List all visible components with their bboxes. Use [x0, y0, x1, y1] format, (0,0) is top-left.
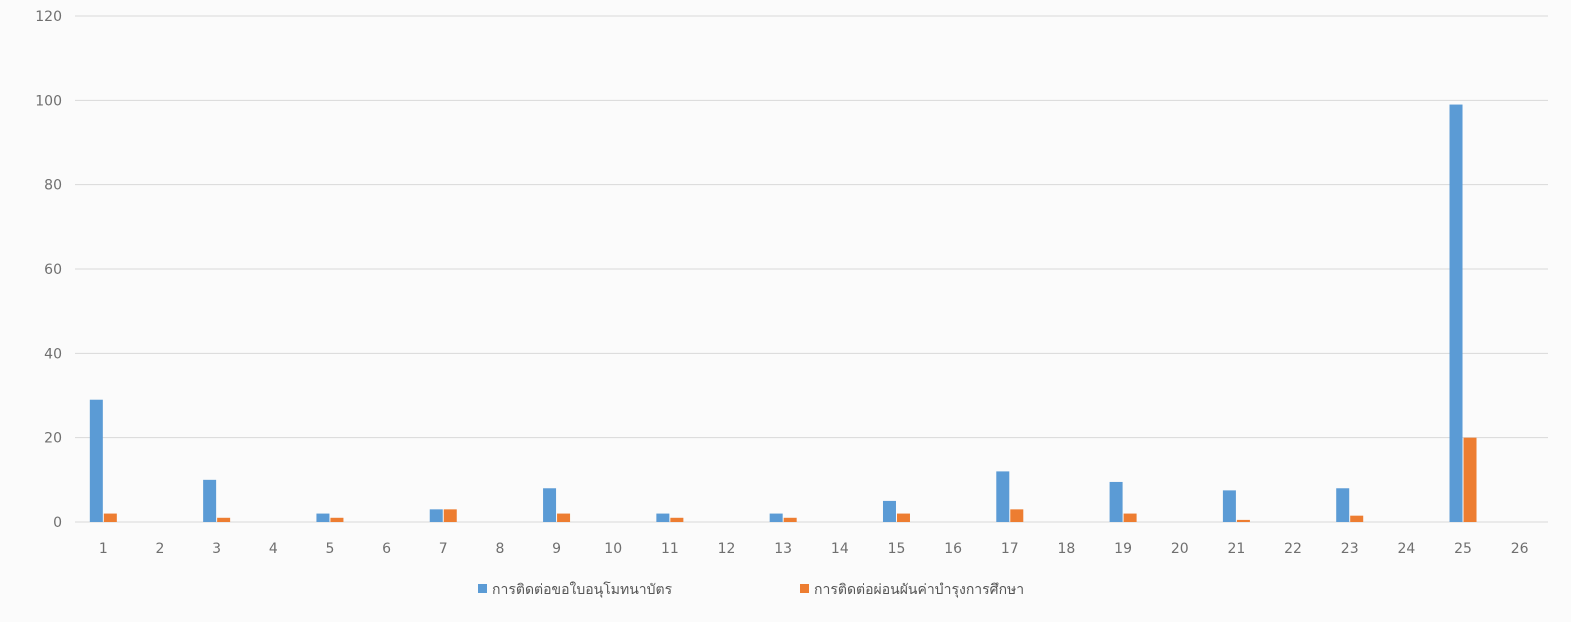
bar-series1-9 [543, 488, 557, 522]
bar-series2-15 [896, 513, 910, 522]
bar-series1-13 [769, 513, 783, 522]
bar-series1-7 [429, 509, 443, 522]
bar-series2-21 [1236, 519, 1250, 522]
x-tick-label: 11 [661, 541, 679, 557]
bar-series1-11 [656, 513, 670, 522]
bar-series1-25 [1449, 104, 1463, 523]
bar-series2-11 [670, 517, 684, 522]
bar-series2-17 [1010, 509, 1024, 522]
bar-series2-9 [557, 513, 571, 522]
bar-series2-23 [1350, 515, 1364, 522]
x-tick-label: 7 [439, 541, 448, 557]
x-tick-label: 9 [552, 541, 561, 557]
legend-label: การติดต่อขอใบอนุโมทนาบัตร [492, 581, 673, 598]
x-tick-label: 24 [1397, 541, 1415, 557]
y-tick-label: 60 [44, 262, 62, 278]
legend-swatch [478, 584, 487, 593]
bar-series1-19 [1109, 481, 1123, 522]
x-tick-label: 17 [1001, 541, 1019, 557]
bar-series1-15 [882, 500, 896, 522]
x-tick-label: 6 [382, 541, 391, 557]
bar-series1-21 [1222, 490, 1236, 522]
y-axis-ticks: 0 20 40 60 80 100 120 [35, 9, 62, 531]
bar-series1-1 [89, 399, 103, 522]
bar-series1-3 [203, 479, 217, 522]
x-tick-label: 8 [495, 541, 504, 557]
x-tick-label: 5 [325, 541, 334, 557]
x-tick-label: 10 [604, 541, 622, 557]
bar-series1-5 [316, 513, 330, 522]
bar-series2-19 [1123, 513, 1137, 522]
bar-series2-7 [443, 509, 457, 522]
y-tick-label: 120 [35, 9, 62, 25]
bar-series2-1 [103, 513, 117, 522]
x-tick-label: 13 [774, 541, 792, 557]
bar-series2-3 [217, 517, 231, 522]
x-tick-label: 23 [1341, 541, 1359, 557]
x-tick-label: 1 [99, 541, 108, 557]
bar-series2-13 [783, 517, 797, 522]
bar-series1-17 [996, 471, 1010, 522]
x-tick-label: 26 [1511, 541, 1529, 557]
legend-label: การติดต่อผ่อนผันค่าบำรุงการศึกษา [814, 582, 1024, 598]
x-tick-label: 14 [831, 541, 849, 557]
y-tick-label: 100 [35, 93, 62, 109]
legend: การติดต่อขอใบอนุโมทนาบัตร การติดต่อผ่อนผั… [478, 581, 1024, 598]
x-tick-label: 20 [1171, 541, 1189, 557]
x-tick-label: 3 [212, 541, 221, 557]
x-tick-label: 4 [269, 541, 278, 557]
y-tick-label: 40 [44, 346, 62, 362]
x-tick-label: 15 [888, 541, 906, 557]
bar-series1-23 [1336, 488, 1350, 522]
x-tick-label: 18 [1058, 541, 1076, 557]
y-tick-label: 20 [44, 431, 62, 447]
bar-series2-25 [1463, 437, 1477, 522]
y-tick-label: 0 [53, 515, 62, 531]
x-tick-label: 16 [944, 541, 962, 557]
x-tick-label: 22 [1284, 541, 1302, 557]
bars [89, 104, 1477, 523]
gridlines [75, 15, 1548, 523]
x-tick-label: 25 [1454, 541, 1472, 557]
x-tick-label: 2 [156, 541, 165, 557]
x-tick-label: 19 [1114, 541, 1132, 557]
y-tick-label: 80 [44, 178, 62, 194]
x-tick-label: 12 [718, 541, 736, 557]
legend-swatch [800, 584, 809, 593]
x-axis-ticks: 1 2 3 4 5 6 7 8 9 10 11 12 13 14 15 16 17 18 19 20 21 22 23 24 2… [99, 541, 1529, 557]
bar-series2-5 [330, 517, 344, 522]
x-tick-label: 21 [1227, 541, 1245, 557]
